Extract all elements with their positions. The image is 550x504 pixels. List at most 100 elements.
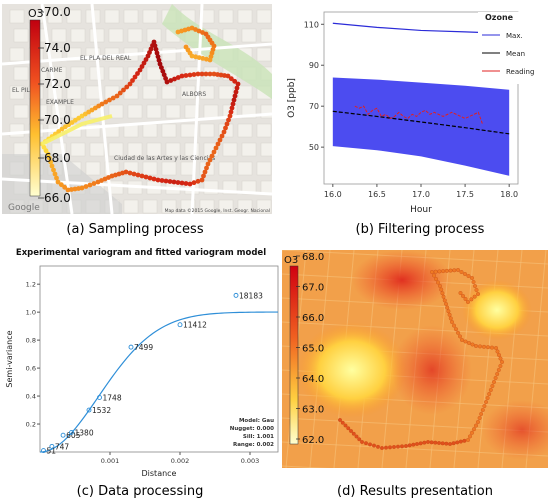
track-point	[354, 434, 359, 439]
point-count-label: 1748	[103, 393, 122, 402]
sample-point	[172, 76, 177, 82]
model-info-line: Sill: 1.001	[243, 434, 274, 440]
sample-point	[205, 161, 211, 167]
color-scale-title: O3	[28, 7, 44, 20]
track-point	[436, 280, 440, 285]
sample-point	[232, 93, 238, 99]
track-point	[482, 404, 487, 408]
point-count-label: 51	[47, 447, 57, 456]
road	[40, 3, 74, 215]
track-point	[485, 396, 490, 400]
city-block	[199, 123, 215, 138]
track-point	[445, 305, 450, 310]
track-point	[459, 270, 464, 274]
sampling-map-panel: EL PLA DEL REAL EL CARME EXAMPLE EL PILAR AL…	[1, 3, 276, 215]
track-point	[346, 426, 351, 431]
city-block	[256, 9, 272, 24]
track-point	[343, 423, 348, 428]
track-point	[488, 388, 493, 392]
sample-point	[195, 71, 201, 77]
track-point	[437, 441, 441, 445]
track-point	[442, 298, 447, 303]
sample-point	[163, 178, 169, 184]
city-block	[260, 28, 276, 43]
track-point	[498, 364, 503, 368]
y-axis-label: Semi-variance	[5, 330, 14, 387]
x-axis-label: Hour	[410, 205, 432, 215]
point-count-label: 747	[55, 442, 70, 451]
sample-point	[65, 187, 71, 193]
track-point	[492, 380, 496, 384]
track-point	[472, 427, 476, 432]
sample-point	[41, 144, 47, 150]
track-point	[463, 272, 467, 276]
color-scale-label: 70.0	[44, 5, 71, 19]
track-point	[430, 270, 434, 274]
city-block	[203, 104, 219, 119]
sample-point	[135, 71, 140, 76]
city-block	[89, 28, 105, 43]
track-point	[463, 297, 468, 301]
sample-point	[69, 187, 74, 192]
legend-box	[478, 12, 550, 84]
sample-point	[147, 175, 153, 181]
track-point	[444, 441, 449, 446]
point-count-label: 605	[66, 431, 81, 440]
city-block	[199, 85, 215, 100]
track-point	[451, 441, 456, 446]
sample-point	[124, 84, 130, 90]
x-tick-label: 16.0	[324, 190, 342, 199]
y-axis-label: O3 [ppb]	[287, 78, 297, 118]
low-ozone-area	[462, 280, 532, 340]
city-block	[199, 199, 215, 214]
road	[1, 42, 273, 66]
sample-point	[199, 71, 205, 77]
x-tick-label: 17.5	[456, 190, 474, 199]
sample-point	[199, 177, 205, 183]
track-point	[351, 431, 356, 436]
sample-point	[168, 78, 174, 83]
city-block	[165, 104, 181, 119]
track-point	[400, 444, 404, 449]
track-point	[433, 440, 438, 445]
sample-point	[139, 173, 145, 179]
track-point	[486, 345, 490, 350]
sample-point	[229, 105, 235, 111]
city-block	[47, 9, 63, 24]
sample-point	[143, 174, 149, 180]
city-block	[218, 9, 234, 24]
sample-point	[207, 57, 213, 63]
track-point	[388, 445, 392, 450]
city-block	[165, 142, 181, 157]
track-point	[444, 302, 448, 306]
color-scale-label: 72.0	[44, 77, 71, 91]
sample-point	[191, 72, 197, 77]
track-point	[479, 412, 484, 416]
track-point	[368, 442, 372, 447]
sample-point	[179, 73, 185, 79]
sample-point	[151, 176, 157, 182]
color-scale-label: 70.0	[44, 113, 71, 127]
sample-point	[183, 44, 189, 50]
sample-point	[204, 56, 209, 62]
caption-processing: (c) Data processing	[76, 484, 204, 499]
track-point	[448, 316, 453, 321]
y-tick-label: 70	[309, 102, 319, 111]
road	[1, 112, 273, 136]
city-block	[161, 123, 177, 138]
variogram-point	[41, 448, 46, 454]
sample-point	[155, 54, 161, 60]
city-block	[180, 85, 196, 100]
city-block	[237, 9, 253, 24]
high-ozone-area	[352, 250, 452, 310]
results-track	[338, 268, 504, 450]
sample-point	[159, 178, 165, 183]
sample-point	[137, 67, 143, 73]
color-scale-label: 65.0	[302, 344, 324, 355]
sample-point	[155, 177, 161, 183]
sample-point	[83, 184, 89, 189]
city-block	[142, 199, 158, 214]
sample-point	[156, 57, 162, 63]
track-point	[458, 334, 462, 339]
city-block	[89, 142, 105, 157]
